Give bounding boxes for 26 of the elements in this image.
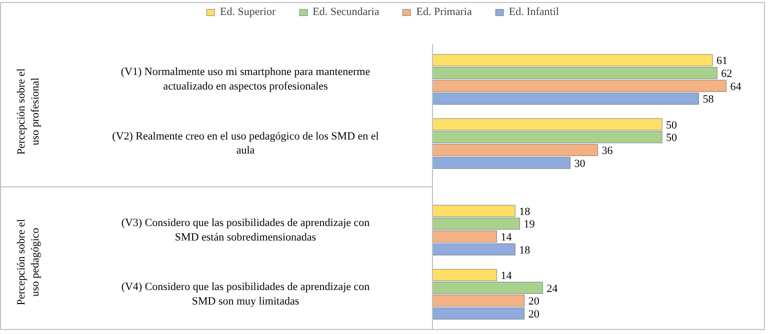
data-label: 61 bbox=[716, 55, 728, 68]
data-label: 20 bbox=[528, 308, 540, 320]
text: Percepción sobre el uso profesional bbox=[15, 68, 42, 155]
data-label: 19 bbox=[524, 218, 536, 231]
y-tick-label: (V3) Considero que las posibilidades de aprendizaje con SMD están sobredimensionadas bbox=[121, 216, 370, 244]
data-label: 64 bbox=[730, 80, 742, 93]
data-label: 24 bbox=[546, 282, 558, 295]
y-tick-label: (V2) Realmente creo en el uso pedagógico de los SMD en el aula bbox=[112, 130, 379, 157]
data-label: 50 bbox=[666, 119, 678, 132]
y-tick-label: (V4) Considero que las posibilidades de aprendizaje con SMD son muy limitadas bbox=[121, 281, 370, 308]
data-label: 18 bbox=[519, 206, 531, 218]
data-label: 50 bbox=[666, 132, 678, 144]
legend-label: Ed. Superior bbox=[220, 6, 276, 18]
data-label: 30 bbox=[574, 158, 586, 170]
data-label: 14 bbox=[500, 270, 512, 282]
y-tick-label: (V1) Normalmente uso mi smartphone para mantenerme actualizado en aspectos profesionales bbox=[120, 66, 370, 93]
text: Percepción sobre el uso pedagógico bbox=[15, 219, 42, 306]
data-label: 62 bbox=[721, 68, 732, 80]
data-label: 36 bbox=[602, 144, 614, 157]
legend-label: Ed. Infantil bbox=[508, 6, 559, 18]
data-label: 20 bbox=[528, 296, 540, 308]
legend-label: Ed. Secundaria bbox=[312, 6, 380, 18]
data-label: 58 bbox=[702, 94, 714, 106]
data-label: 14 bbox=[500, 232, 512, 244]
data-label: 18 bbox=[519, 244, 531, 256]
legend-label: Ed. Primaria bbox=[416, 6, 472, 18]
